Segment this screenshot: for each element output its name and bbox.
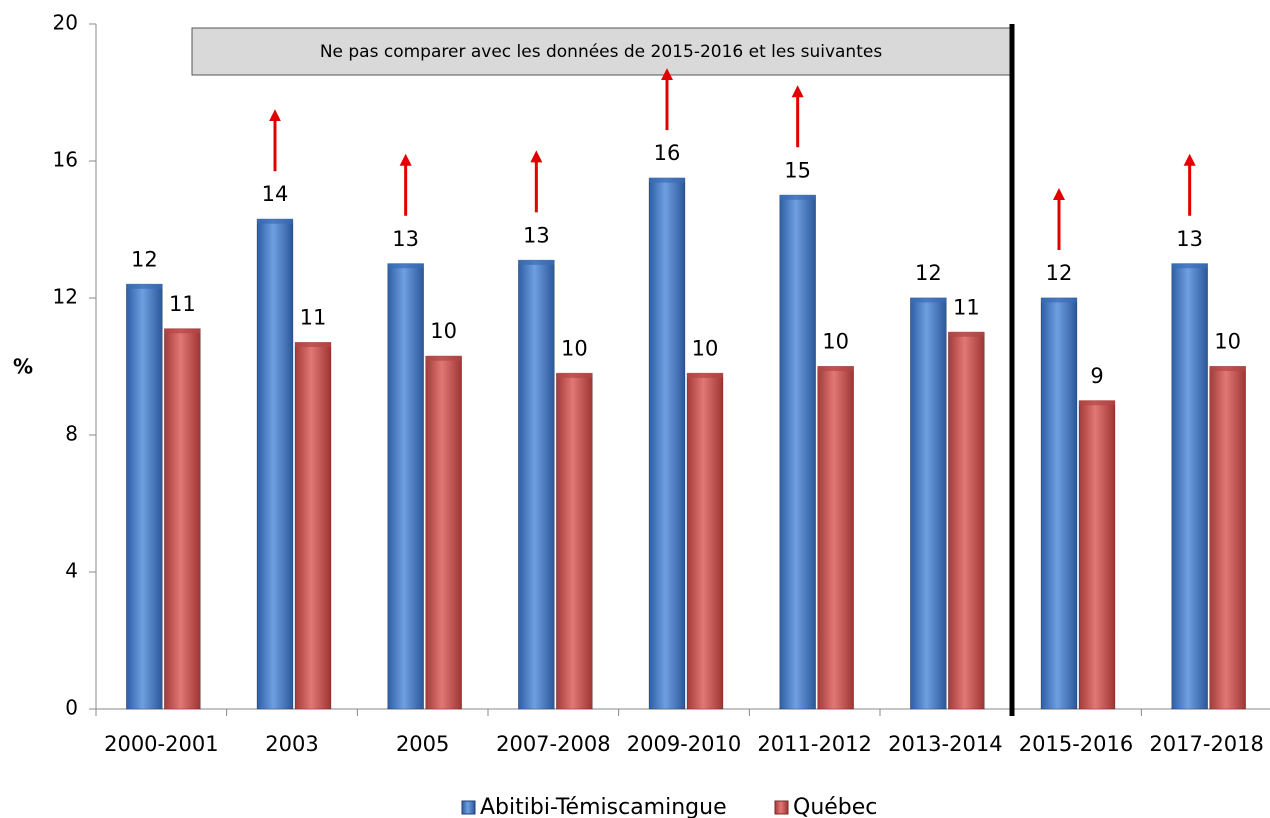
bar-top — [164, 328, 201, 334]
y-tick-label: 0 — [65, 696, 78, 720]
x-tick-label: 2005 — [396, 732, 449, 756]
bar — [425, 355, 462, 710]
bar — [948, 331, 985, 710]
bar — [648, 177, 686, 710]
x-tick-label: 2015-2016 — [1019, 732, 1133, 756]
bar — [779, 194, 816, 710]
bar-top — [1171, 263, 1208, 269]
data-label: 9 — [1090, 364, 1103, 388]
bar — [256, 218, 294, 710]
bar — [518, 260, 555, 710]
legend-swatch-quebec — [774, 800, 789, 815]
data-label: 10 — [561, 336, 588, 360]
data-label: 12 — [1046, 261, 1073, 285]
bar — [1171, 263, 1208, 710]
bar — [294, 342, 332, 710]
data-label: 12 — [131, 247, 158, 271]
x-tick-label: 2000-2001 — [104, 732, 218, 756]
bar-top — [126, 283, 163, 289]
bar — [164, 328, 201, 710]
bar — [1078, 400, 1116, 710]
data-label: 10 — [692, 336, 719, 360]
y-tick-label: 16 — [53, 148, 78, 172]
legend-label-abitibi: Abitibi-Témiscamingue — [480, 795, 727, 818]
data-label: 14 — [262, 182, 289, 206]
bar-top — [779, 194, 816, 200]
bar-top — [1209, 366, 1246, 371]
x-tick-label: 2009-2010 — [627, 732, 741, 756]
data-label: 13 — [1176, 227, 1203, 251]
x-tick-label: 2007-2008 — [496, 732, 610, 756]
bars — [126, 177, 1246, 710]
y-tick-label: 4 — [65, 559, 78, 583]
bar-top — [295, 342, 331, 348]
legend-swatch-abitibi — [461, 800, 476, 815]
data-label: 11 — [169, 292, 196, 316]
data-labels: 12 14 13 13 16 15 12 12 13 11 11 10 10 10 10 11 9 10 — [131, 141, 1241, 388]
data-label: 12 — [915, 261, 942, 285]
bar-top — [257, 218, 293, 224]
bar-top — [1079, 400, 1115, 406]
bar-top — [948, 331, 985, 337]
bar — [910, 297, 947, 710]
x-tick-label: 2003 — [265, 732, 318, 756]
bar — [126, 283, 163, 710]
y-tick-label: 20 — [53, 11, 78, 35]
arrows — [269, 68, 1196, 250]
data-label: 10 — [822, 330, 849, 354]
bar-top — [387, 263, 424, 269]
legend: Abitibi-Témiscamingue Québec — [461, 795, 877, 818]
y-tick-label: 12 — [53, 285, 78, 309]
bar — [1040, 297, 1078, 710]
data-label: 13 — [523, 223, 550, 247]
x-tick-label: 2013-2014 — [888, 732, 1002, 756]
bar-top — [556, 372, 593, 378]
legend-label-quebec: Québec — [793, 795, 877, 818]
data-label: 10 — [1214, 330, 1241, 354]
data-label: 11 — [300, 306, 327, 330]
bar-top — [910, 297, 947, 303]
data-label: 13 — [392, 227, 419, 251]
x-tick-label: 2011-2012 — [757, 732, 871, 756]
data-label: 16 — [654, 141, 681, 165]
bar-top — [687, 372, 723, 378]
bar-top — [425, 355, 462, 361]
bar-top — [817, 366, 854, 371]
bar-top — [1041, 297, 1077, 303]
bar — [1209, 366, 1246, 710]
bar — [817, 366, 854, 710]
annotation-text: Ne pas comparer avec les données de 2015… — [320, 42, 883, 62]
bar — [556, 373, 593, 710]
data-label: 10 — [430, 319, 457, 343]
data-label: 15 — [784, 158, 811, 182]
y-axis-label: % — [13, 355, 33, 379]
annotation-box: Ne pas comparer avec les données de 2015… — [191, 27, 1011, 76]
data-label: 11 — [953, 295, 980, 319]
bar — [686, 373, 724, 710]
y-tick-label: 8 — [65, 422, 78, 446]
bar-top — [518, 259, 555, 265]
x-tick-label: 2017-2018 — [1149, 732, 1263, 756]
bar-top — [649, 177, 685, 183]
bar — [387, 263, 424, 710]
